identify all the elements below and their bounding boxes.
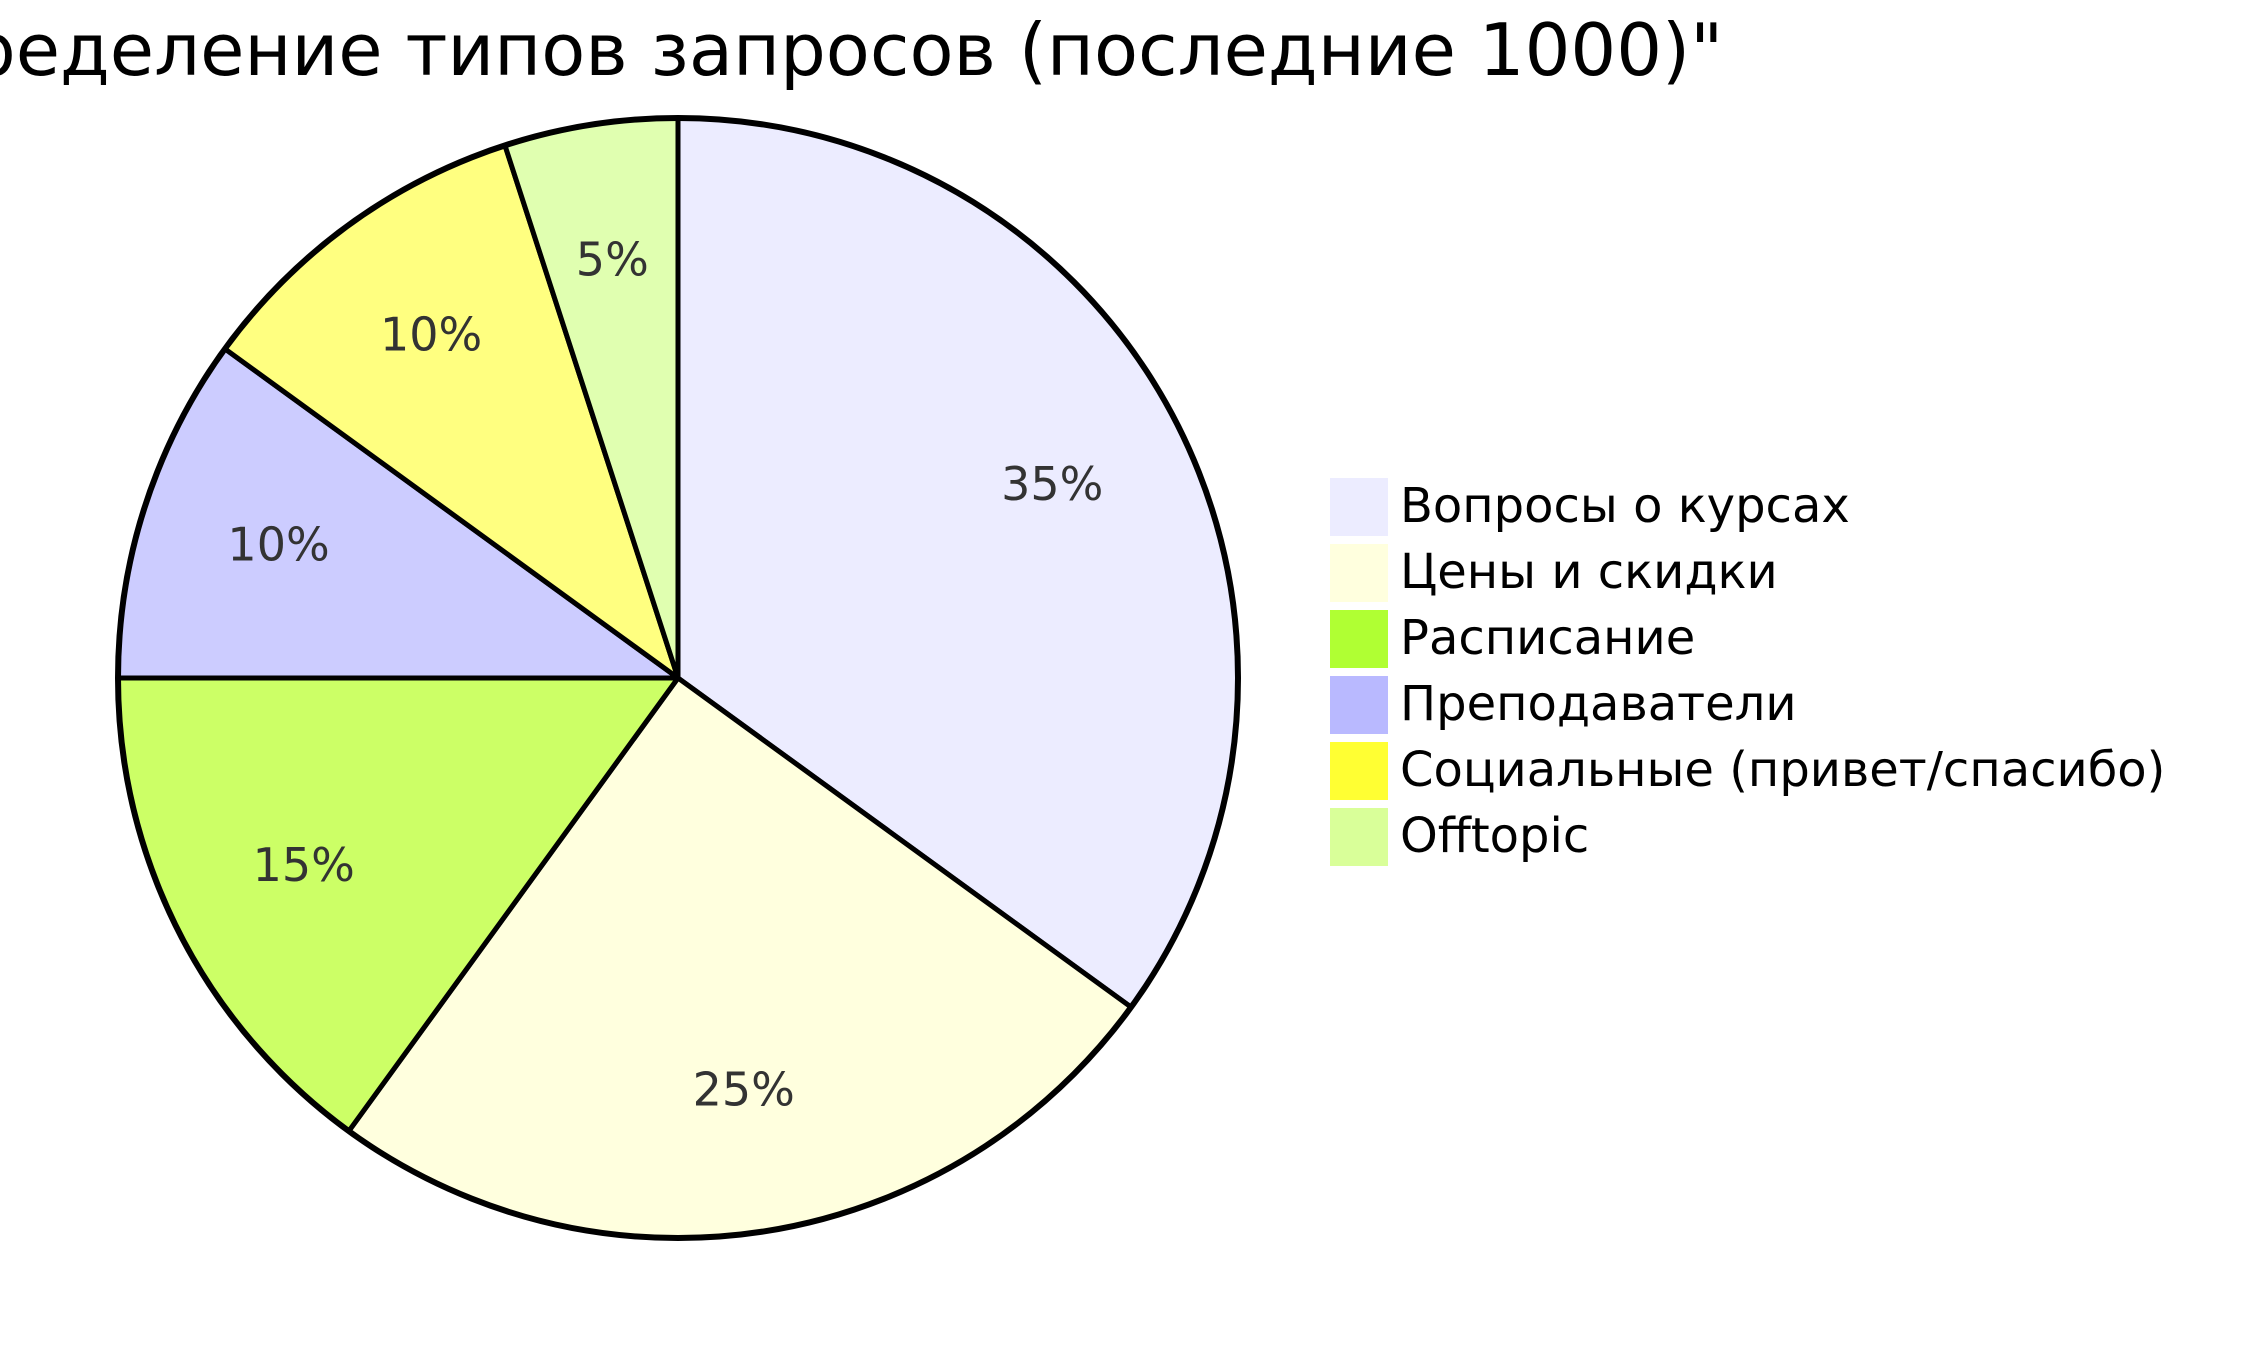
slice-label-5: 10%: [380, 308, 482, 362]
legend-swatch-1: [1330, 478, 1388, 536]
slice-label-1: 35%: [1001, 457, 1103, 511]
legend-label-5: Социальные (привет/спасибо): [1400, 742, 2165, 798]
legend-swatch-4: [1330, 676, 1388, 734]
legend-label-4: Преподаватели: [1400, 676, 1797, 732]
slice-label-2: 25%: [693, 1062, 795, 1116]
legend-label-3: Расписание: [1400, 610, 1695, 666]
legend: Вопросы о курсах Цены и скидки Расписание П…: [1330, 478, 2165, 866]
pie-slices: [115, 115, 1241, 1241]
slice-label-4: 10%: [227, 518, 329, 572]
legend-label-2: Цены и скидки: [1400, 544, 1778, 600]
slice-label-3: 15%: [253, 838, 355, 892]
legend-label-6: Offtopic: [1400, 808, 1589, 864]
pie-outline: [115, 115, 1241, 1241]
legend-swatch-3: [1330, 610, 1388, 668]
slice-labels: 35% 25% 15% 10% 10% 5%: [227, 233, 1103, 1117]
slice-label-6: 5%: [576, 233, 649, 287]
legend-swatch-5: [1330, 742, 1388, 800]
legend-swatch-2: [1330, 544, 1388, 602]
legend-label-1: Вопросы о курсах: [1400, 478, 1850, 534]
chart-title: ределение типов запросов (последние 1000…: [0, 8, 1723, 92]
legend-swatch-6: [1330, 808, 1388, 866]
